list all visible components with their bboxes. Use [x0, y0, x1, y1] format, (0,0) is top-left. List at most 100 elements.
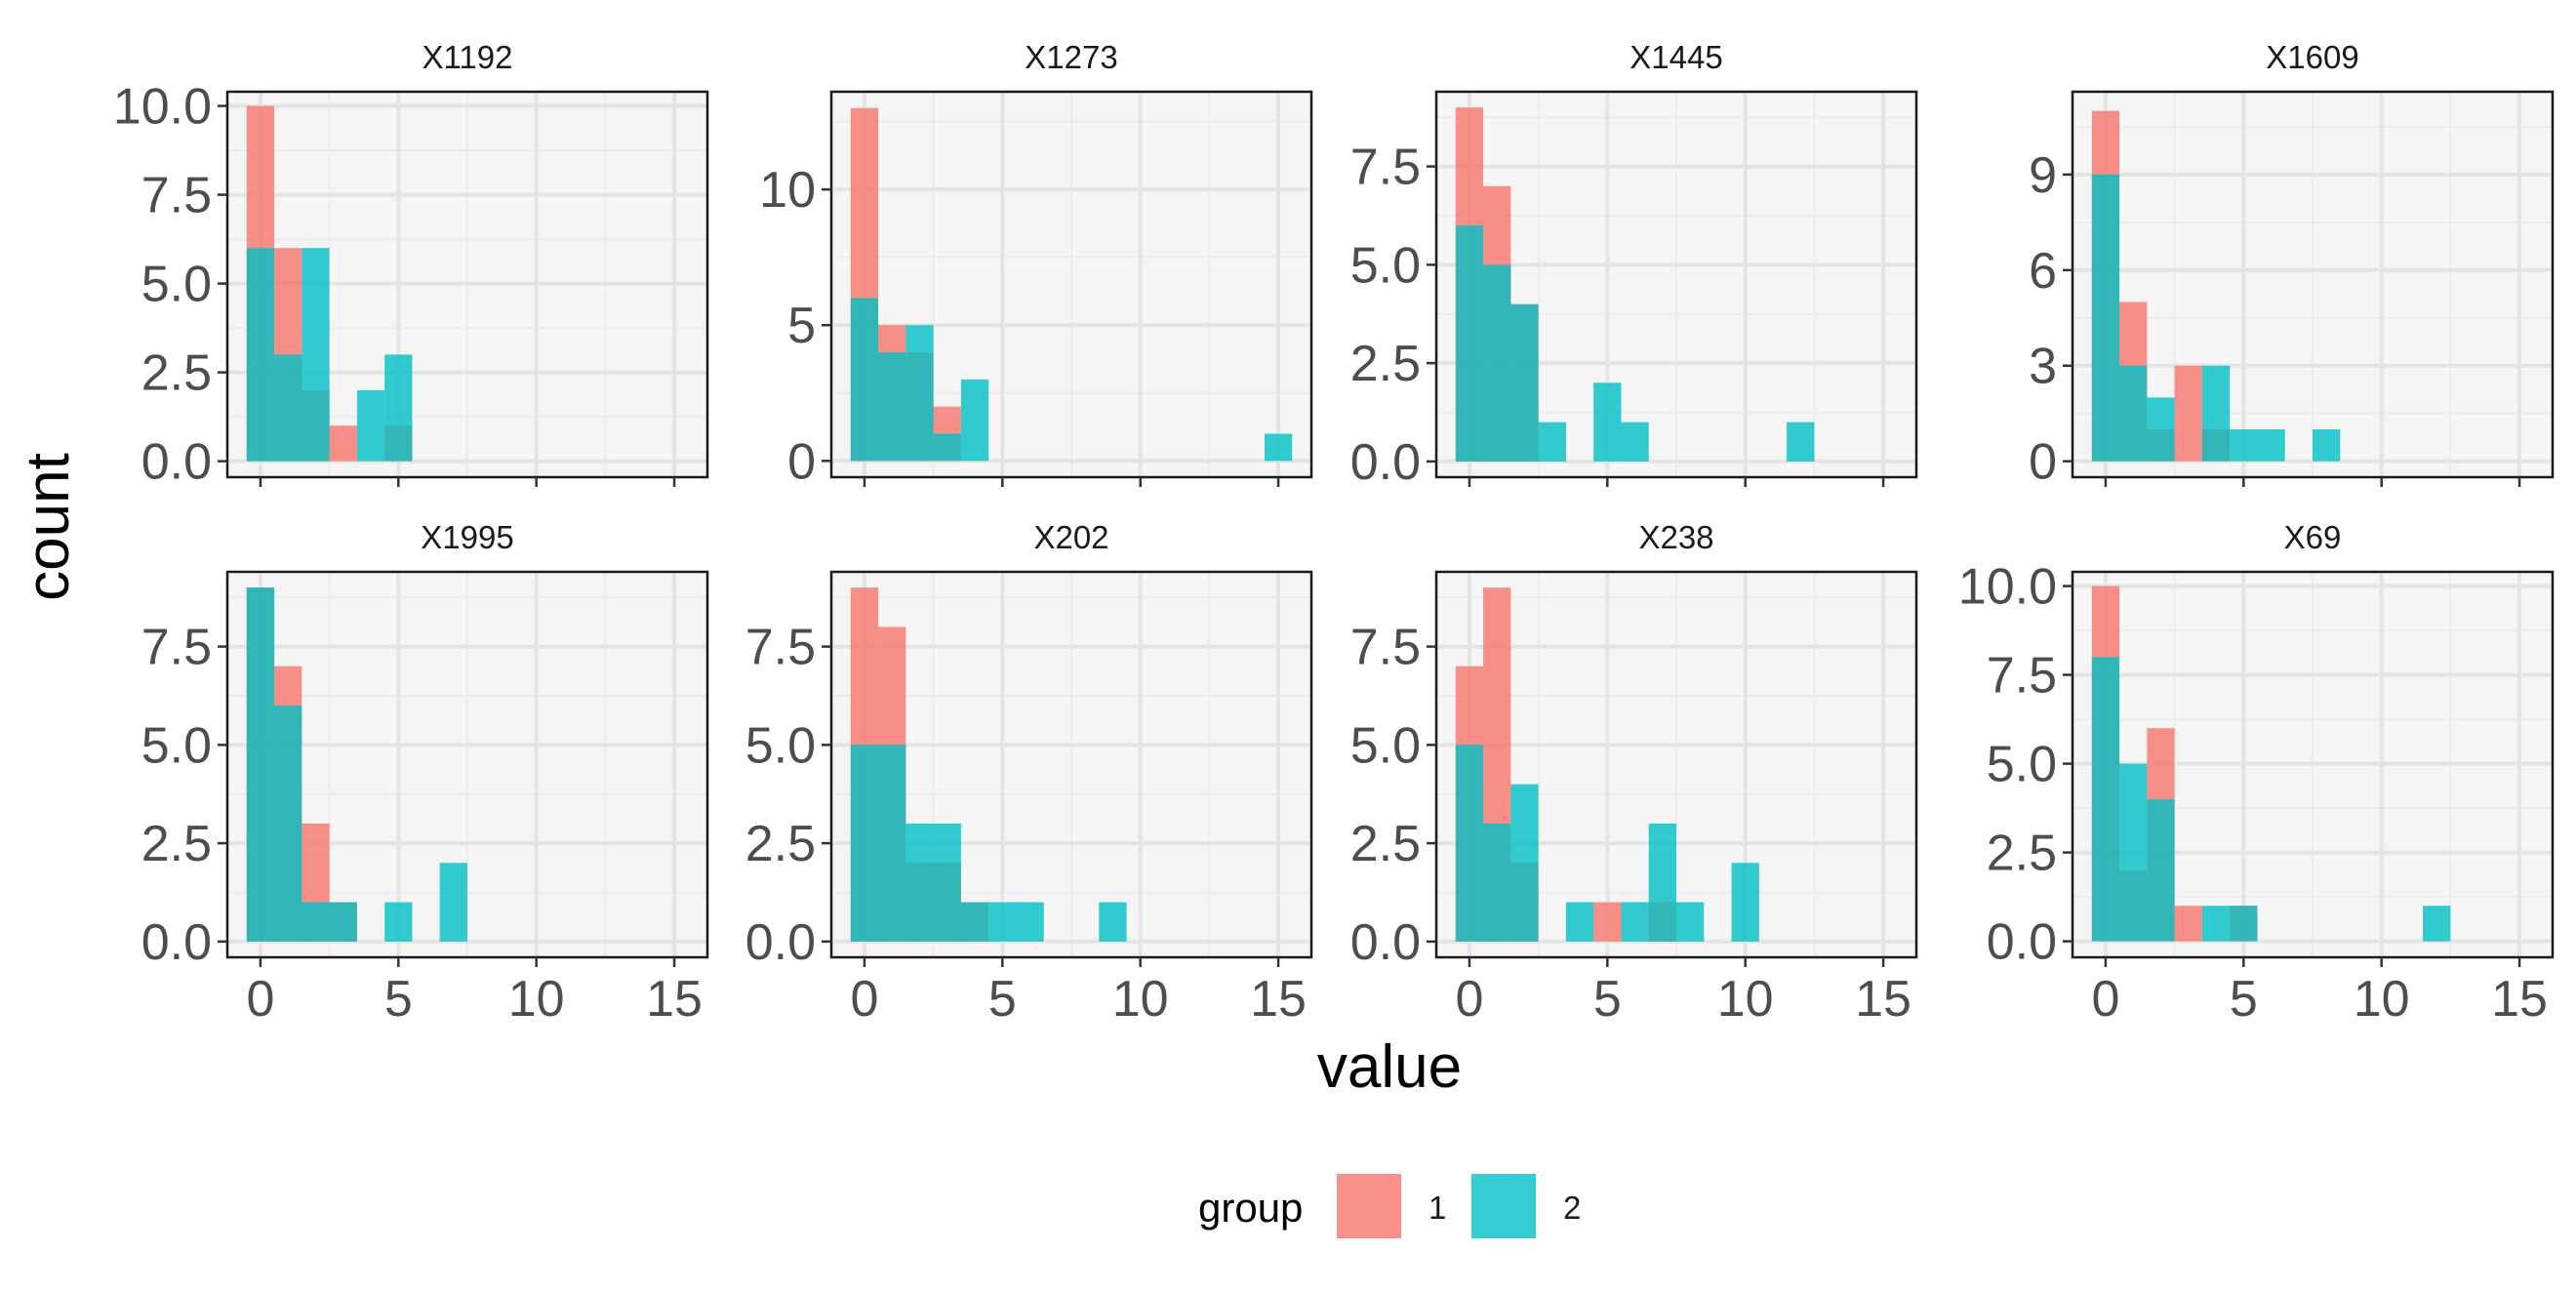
x-tick-label: 10: [2354, 971, 2410, 1028]
y-tick-label: 7.5: [1350, 620, 1421, 676]
histogram-bar-group-2: [1621, 902, 1649, 942]
histogram-bar-group-2: [2230, 906, 2258, 942]
histogram-bar-group-2: [1538, 422, 1566, 462]
histogram-bar-group-2: [960, 379, 989, 462]
histogram-bar-group-1: [2174, 365, 2202, 462]
y-tick-label: 5.0: [141, 257, 212, 313]
histogram-bar-group-2: [878, 745, 906, 942]
histogram-bar-group-2: [933, 433, 961, 462]
histogram-bar-group-2: [2257, 429, 2285, 462]
histogram-bar-group-2: [2119, 763, 2148, 942]
histogram-bar-group-2: [1099, 902, 1127, 942]
y-tick-label: 7.5: [1987, 648, 2057, 705]
histogram-bar-group-2: [2091, 174, 2120, 462]
histogram-bar-group-2: [1593, 383, 1622, 462]
histogram-bar-group-2: [2230, 429, 2258, 462]
histogram-bar-group-2: [302, 902, 330, 942]
histogram-bar-group-2: [2423, 906, 2451, 942]
x-tick-label: 15: [2491, 971, 2548, 1028]
histogram-bar-group-2: [329, 902, 357, 942]
x-tick-label: 5: [384, 971, 413, 1028]
y-tick-label: 5.0: [1350, 717, 1421, 774]
x-tick-label: 0: [246, 971, 274, 1028]
y-tick-label: 7.5: [141, 168, 212, 224]
y-tick-label: 0: [787, 433, 816, 490]
histogram-bar-group-2: [850, 298, 879, 462]
histogram-bar-group-2: [1016, 902, 1044, 942]
y-tick-label: 10.0: [113, 79, 212, 136]
x-tick-label: 5: [988, 971, 1017, 1028]
x-tick-label: 5: [2230, 971, 2258, 1028]
panel-border: [2071, 90, 2555, 479]
histogram-bar-group-2: [933, 823, 961, 942]
histogram-bar-group-2: [2091, 657, 2120, 942]
facet-panel-x1609: X1609 0 3 6 9: [2029, 39, 2555, 491]
facet-panel-x1273: X1273 0 5 10: [759, 39, 1313, 490]
y-tick-label: 5: [787, 298, 816, 354]
histogram-bar-group-2: [1510, 784, 1539, 942]
histogram-bar-group-2: [2201, 906, 2231, 942]
legend-key-group-1: [1337, 1174, 1401, 1238]
histogram-bar-group-2: [960, 902, 989, 942]
facet-strip-title: X1995: [421, 519, 513, 555]
y-tick-label: 2.5: [1987, 826, 2057, 882]
y-tick-label: 2.5: [141, 816, 212, 872]
facet-strip-title: X69: [2284, 519, 2342, 555]
histogram-bar-group-2: [906, 325, 934, 462]
facet-panel-x1445: X1445 0.0 2.5 5.0 7.5: [1350, 39, 1918, 491]
facet-strip-title: X1273: [1025, 39, 1117, 75]
x-tick-label: 15: [1250, 971, 1307, 1028]
histogram-bar-group-2: [384, 354, 413, 462]
histogram-bar-group-2: [1483, 264, 1511, 462]
histogram-bar-group-2: [1455, 225, 1484, 462]
y-tick-label: 0.0: [1987, 914, 2057, 971]
x-tick-label: 15: [1855, 971, 1912, 1028]
y-tick-label: 10.0: [1958, 559, 2057, 616]
histogram-bar-group-2: [384, 902, 413, 942]
histogram-bar-group-2: [1621, 422, 1649, 462]
histogram-bar-group-2: [906, 823, 934, 942]
legend-key-group-2: [1471, 1174, 1536, 1238]
histogram-bar-group-2: [246, 587, 275, 942]
facet-strip-title: X202: [1033, 519, 1108, 555]
facet-strip-title: X1445: [1630, 39, 1722, 75]
histogram-bar-group-2: [2147, 798, 2175, 942]
legend-title: group: [1198, 1185, 1303, 1231]
x-tick-label: 10: [508, 971, 565, 1028]
histogram-bar-group-2: [1510, 303, 1539, 462]
x-axis-title: value: [1317, 1033, 1462, 1101]
histogram-bar-group-2: [1676, 902, 1705, 942]
y-axis-title: count: [15, 453, 82, 601]
x-tick-label: 0: [2091, 971, 2119, 1028]
histogram-bar-group-2: [2313, 429, 2341, 462]
legend-label-group-2: 2: [1563, 1190, 1581, 1226]
histogram-bar-group-1: [2174, 906, 2202, 942]
histogram-bar-group-2: [274, 354, 302, 462]
histogram-bar-group-2: [1648, 823, 1676, 942]
y-tick-label: 5.0: [745, 717, 816, 774]
y-tick-label: 0.0: [141, 914, 212, 971]
legend: group 1 2: [1198, 1174, 1581, 1238]
histogram-bar-group-2: [274, 706, 302, 942]
histogram-bar-group-2: [2201, 365, 2231, 462]
panel-border: [829, 570, 1313, 959]
histogram-bar-group-2: [1483, 823, 1511, 942]
histogram-bar-group-2: [2147, 397, 2175, 462]
histogram-bar-group-2: [1565, 902, 1594, 942]
histogram-bar-group-1: [1593, 902, 1622, 942]
facet-panel-x202: X202 0.0 2.5 5.0 7.5 0 5 10 15: [745, 519, 1313, 1028]
y-tick-label: 5.0: [1350, 237, 1421, 294]
y-tick-label: 7.5: [745, 620, 816, 676]
histogram-bar-group-2: [1455, 745, 1484, 942]
y-tick-label: 5.0: [1987, 737, 2057, 793]
histogram-bar-group-2: [1264, 433, 1293, 462]
y-tick-label: 2.5: [1350, 816, 1421, 872]
panel-border: [829, 90, 1313, 479]
histogram-bar-group-2: [246, 248, 275, 462]
y-tick-label: 7.5: [141, 620, 212, 676]
histogram-bar-group-2: [439, 863, 467, 942]
histogram-bar-group-2: [1731, 863, 1759, 942]
y-tick-label: 5.0: [141, 717, 212, 774]
y-tick-label: 7.5: [1350, 140, 1421, 196]
